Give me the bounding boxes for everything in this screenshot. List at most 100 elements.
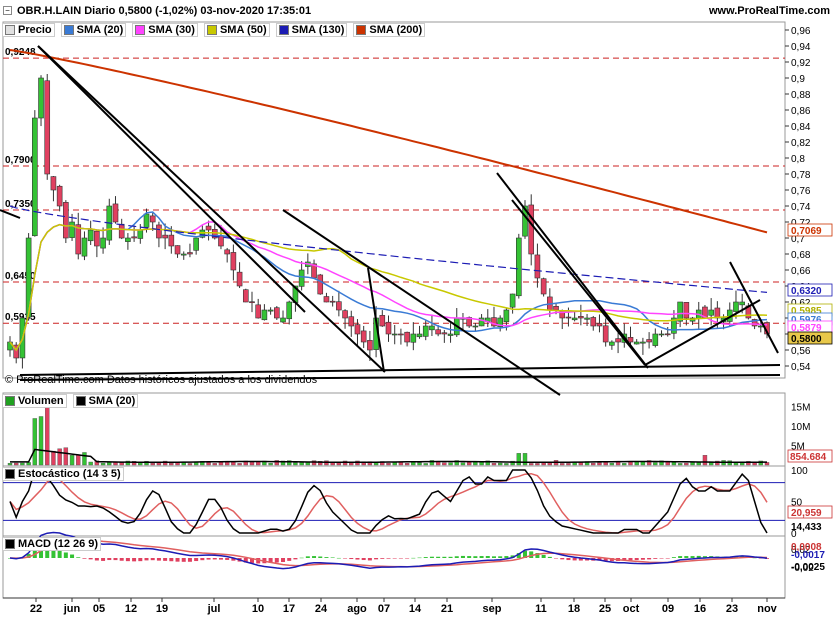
legend-item[interactable]: MACD (12 26 9): [2, 536, 102, 551]
legend-item[interactable]: SMA (130): [275, 22, 348, 37]
value-badge: [787, 505, 833, 519]
volume-bar: [187, 463, 193, 466]
legend-item[interactable]: SMA (50): [203, 22, 270, 37]
macd-histogram-bar: [411, 557, 416, 559]
site-name[interactable]: www.ProRealTime.com: [708, 5, 830, 17]
macd-histogram-bar: [355, 558, 360, 560]
macd-histogram-bar: [473, 556, 478, 558]
macd-histogram-bar: [70, 554, 75, 558]
volume-bar: [131, 461, 137, 466]
axis-tick-label: 0,84: [791, 122, 811, 133]
volume-bar: [566, 463, 571, 466]
axis-tick-label: 0,54: [791, 362, 811, 373]
volume-bar: [758, 460, 763, 466]
value-badge: [787, 331, 833, 345]
volume-bar: [448, 462, 453, 466]
volume-bar: [646, 460, 652, 466]
candle-body: [94, 230, 100, 247]
candle-body: [50, 176, 57, 191]
axis-tick-label: 100: [791, 466, 808, 477]
axis-tick-label: 0,7: [791, 234, 805, 245]
macd-histogram-bar: [287, 558, 292, 561]
legend-item[interactable]: Precio: [2, 22, 55, 37]
x-axis-label: 21: [441, 603, 453, 615]
candle-body: [342, 310, 348, 319]
resistance-label: 0,6450: [5, 271, 36, 282]
candle-body: [640, 341, 646, 344]
value-badge: [787, 283, 833, 297]
candle-body: [298, 269, 305, 287]
legend-item[interactable]: SMA (30): [132, 22, 198, 37]
macd-histogram-bar: [243, 558, 248, 563]
macd-histogram-bar: [491, 556, 496, 558]
candle-body: [677, 301, 683, 322]
collapse-icon[interactable]: −: [3, 6, 12, 15]
x-axis-label: 11: [535, 603, 547, 615]
legend-item[interactable]: SMA (20): [72, 393, 139, 408]
legend-item[interactable]: SMA (20): [60, 22, 127, 37]
macd-histogram-bar: [231, 558, 236, 561]
macd-histogram-bar: [150, 558, 155, 561]
volume-bar: [349, 462, 354, 466]
legend-item[interactable]: Estocástico (14 3 5): [2, 466, 124, 481]
volume-bar: [535, 463, 540, 466]
candle-body: [751, 319, 758, 327]
candle-body: [63, 202, 69, 239]
macd-histogram-bar: [101, 558, 106, 561]
axis-tick-label: 0,78: [791, 170, 811, 181]
candle-body: [118, 223, 125, 239]
axis-tick-label: 5M: [791, 442, 805, 453]
axis-tick-label: 15M: [791, 403, 810, 414]
candle-body: [174, 245, 181, 255]
macd-histogram-bar: [305, 556, 310, 558]
macd-histogram-bar: [752, 557, 757, 559]
macd-histogram-bar: [485, 556, 490, 558]
volume-bar: [560, 463, 565, 466]
candle-body: [422, 325, 429, 337]
volume-bar: [454, 460, 459, 466]
macd-histogram-bar: [94, 558, 99, 561]
candle-body: [323, 296, 330, 303]
volume-legend: Volumen SMA (20): [2, 393, 144, 408]
candle-body: [584, 317, 590, 320]
value-badge-text: 0,6320: [791, 286, 822, 297]
volume-bar: [237, 463, 242, 466]
x-axis-label: 14: [409, 603, 422, 615]
volume-bar: [224, 461, 230, 466]
header: − OBR.H.LAIN Diario 0,5800 (-1,02%) 03-n…: [0, 0, 835, 22]
legend-item[interactable]: SMA (200): [353, 22, 426, 37]
volume-bar: [702, 455, 708, 466]
macd-histogram-bar: [361, 558, 366, 561]
legend-label: SMA (50): [219, 23, 267, 36]
volume-bar: [82, 452, 87, 466]
macd-histogram-bar: [429, 556, 434, 558]
x-axis-label: 23: [726, 603, 738, 615]
macd-histogram-bar: [529, 551, 534, 558]
volume-bar: [516, 453, 522, 466]
candle-body: [236, 271, 243, 287]
legend-item[interactable]: Volumen: [2, 393, 67, 408]
x-axis-label: oct: [623, 603, 640, 615]
macd-histogram-bar: [324, 557, 329, 558]
axis-tick-label: 10M: [791, 422, 810, 433]
legend-label: SMA (130): [291, 23, 345, 36]
macd-histogram-bar: [560, 558, 565, 560]
axis-tick-label: 0,88: [791, 90, 811, 101]
volume-bar: [429, 460, 435, 466]
macd-histogram-bar: [647, 558, 652, 560]
chart-title: OBR.H.LAIN Diario 0,5800 (-1,02%) 03-nov…: [17, 5, 312, 17]
macd-histogram-bar: [181, 558, 186, 562]
candle-body: [466, 317, 472, 327]
volume-bar: [442, 462, 447, 466]
x-axis-label: 22: [30, 603, 42, 615]
candle-body: [646, 339, 652, 343]
candle-body: [162, 234, 168, 239]
candle-body: [708, 309, 714, 316]
volume-bar: [504, 463, 509, 466]
macd-histogram-bar: [765, 558, 769, 559]
volume-bar: [522, 453, 528, 466]
macd-histogram-bar: [32, 547, 37, 558]
volume-bar: [733, 462, 739, 466]
trend-line: [644, 299, 761, 366]
